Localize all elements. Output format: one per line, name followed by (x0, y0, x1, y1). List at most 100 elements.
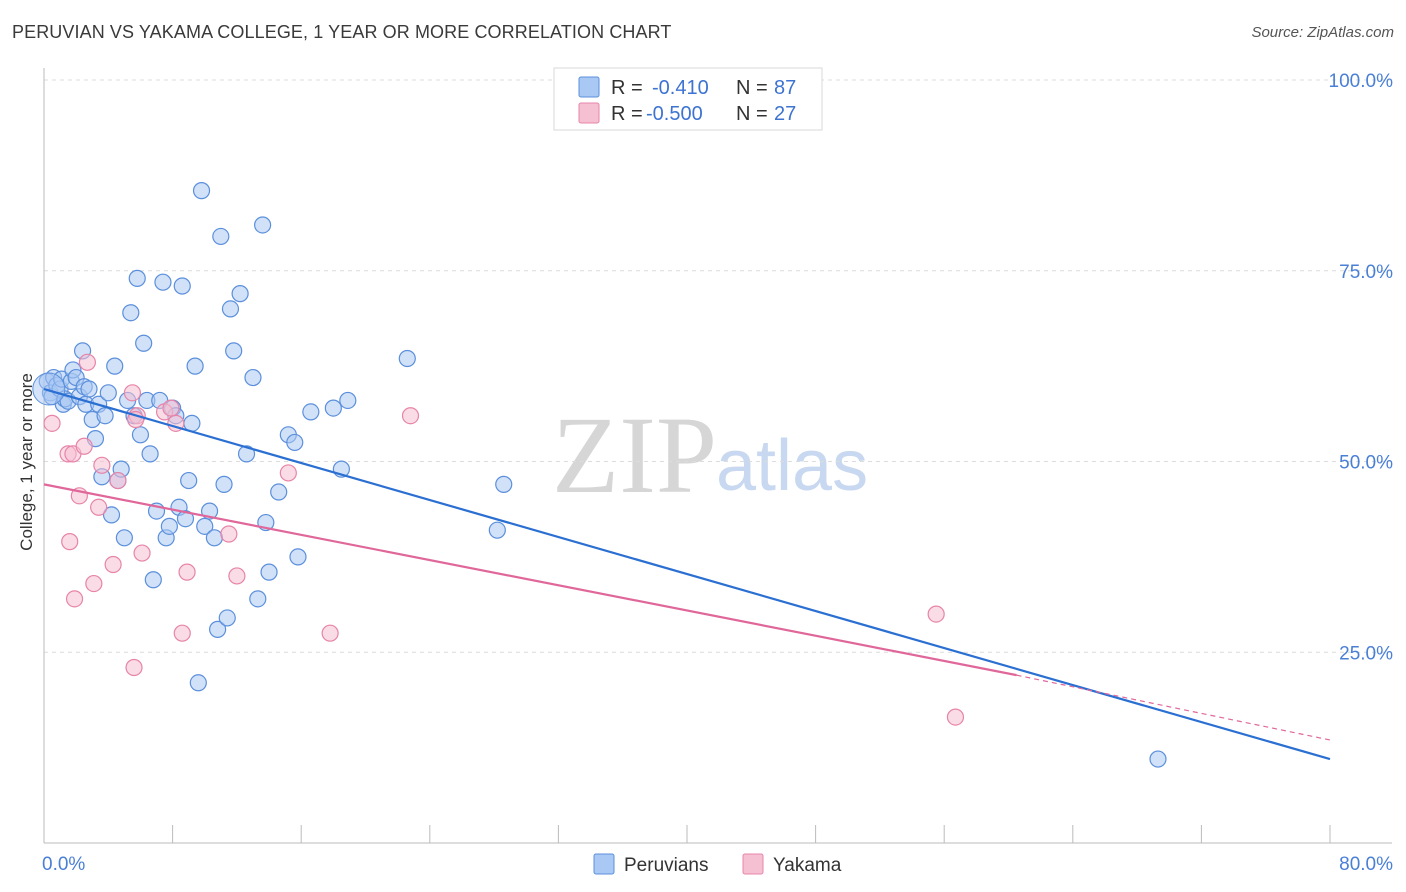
legend-n-value-yakama: 27 (774, 103, 796, 125)
data-point-peruvians (189, 674, 207, 692)
data-point-yakama (401, 407, 420, 425)
bottom-legend-swatch-yakama (742, 853, 764, 875)
bottom-legend: Peruvians Yakama (593, 853, 842, 876)
data-points (32, 182, 1167, 768)
trend-line-peruvians (43, 387, 1331, 761)
legend-r-label-peruvians: R = (611, 77, 643, 99)
data-point-peruvians (122, 304, 140, 322)
data-point-peruvians (218, 609, 236, 627)
data-point-peruvians (154, 273, 172, 291)
trend-line-yakama (43, 483, 1017, 677)
data-point-yakama (946, 708, 965, 726)
data-point-peruvians (302, 403, 320, 421)
data-point-peruvians (495, 475, 513, 493)
data-point-peruvians (221, 300, 240, 318)
data-point-peruvians (128, 269, 146, 287)
data-point-yakama (321, 624, 339, 642)
data-point-peruvians (102, 506, 121, 524)
data-point-peruvians (205, 529, 223, 547)
watermark-zip: ZIP (552, 394, 717, 516)
data-point-peruvians (106, 357, 124, 375)
y-tick-labels: 25.0% 50.0% 75.0% 100.0% (1329, 71, 1394, 664)
data-point-peruvians (80, 380, 98, 398)
data-point-peruvians (141, 445, 159, 463)
y-tick-label: 50.0% (1339, 453, 1393, 474)
legend-r-label-yakama: R = (611, 103, 643, 125)
data-point-yakama (85, 574, 103, 593)
data-point-peruvians (99, 384, 117, 402)
y-tick-label: 100.0% (1329, 71, 1394, 92)
legend-n-value-peruvians: 87 (774, 77, 796, 99)
y-tick-label: 75.0% (1339, 262, 1393, 283)
gridlines (44, 79, 1392, 653)
data-point-peruvians (96, 407, 114, 425)
data-point-peruvians (209, 620, 227, 638)
trend-line-yakama-extension (1016, 674, 1331, 741)
data-point-yakama (279, 464, 297, 482)
data-point-peruvians (254, 216, 272, 234)
data-point-yakama (123, 384, 142, 402)
data-point-peruvians (270, 483, 288, 501)
data-point-peruvians (225, 342, 243, 360)
data-point-peruvians (339, 391, 357, 410)
bottom-legend-label-yakama: Yakama (773, 855, 842, 876)
data-point-yakama (228, 567, 246, 585)
x-tick-label: 0.0% (42, 854, 85, 875)
source-credit: Source: ZipAtlas.com (1251, 24, 1394, 41)
data-point-peruvians (131, 426, 150, 444)
data-point-peruvians (324, 399, 342, 417)
data-point-peruvians (488, 521, 506, 539)
data-point-peruvians (196, 517, 214, 535)
data-point-peruvians (115, 529, 133, 547)
data-point-peruvians (398, 349, 416, 368)
trend-lines (43, 387, 1331, 761)
data-point-yakama (133, 544, 151, 562)
bottom-legend-label-peruvians: Peruvians (624, 855, 709, 876)
data-point-peruvians (286, 433, 304, 452)
legend-r-value-yakama: -0.500 (646, 103, 703, 125)
chart-title: PERUVIAN VS YAKAMA COLLEGE, 1 YEAR OR MO… (12, 22, 672, 42)
data-point-peruvians (1149, 750, 1167, 768)
data-point-peruvians (212, 227, 230, 246)
legend-swatch-peruvians (578, 76, 600, 98)
data-point-peruvians (180, 471, 198, 490)
y-tick-label: 25.0% (1339, 643, 1393, 664)
legend-swatch-yakama (578, 102, 600, 124)
data-point-yakama (220, 525, 238, 543)
data-point-yakama (61, 533, 79, 551)
data-point-yakama (65, 590, 84, 608)
data-point-peruvians (144, 571, 162, 589)
y-axis-label: College, 1 year or more (17, 373, 36, 551)
data-point-yakama (93, 456, 111, 474)
axes (43, 68, 1392, 844)
x-tick-label: 80.0% (1339, 854, 1393, 875)
data-point-peruvians (260, 563, 278, 581)
data-point-yakama (90, 498, 108, 516)
data-point-peruvians (215, 475, 233, 493)
data-point-peruvians (249, 590, 267, 608)
data-point-yakama (927, 605, 945, 623)
data-point-peruvians (176, 510, 195, 528)
x-tick-labels: 0.0% 80.0% (42, 854, 1393, 875)
data-point-yakama (104, 555, 122, 574)
legend: R = -0.410 N = 87 R = -0.500 N = 27 (553, 67, 823, 131)
legend-r-value-peruvians: -0.410 (652, 77, 709, 99)
data-point-peruvians (192, 182, 211, 200)
data-point-yakama (43, 414, 61, 432)
data-point-peruvians (231, 285, 249, 303)
watermark-atlas: atlas (716, 426, 868, 506)
data-point-peruvians (135, 334, 153, 352)
legend-n-label-peruvians: N = (736, 77, 768, 99)
data-point-peruvians (289, 548, 307, 566)
data-point-yakama (173, 624, 191, 642)
data-point-yakama (78, 353, 97, 371)
data-point-peruvians (244, 368, 262, 387)
data-point-peruvians (186, 357, 204, 375)
data-point-yakama (178, 563, 196, 581)
data-point-yakama (109, 471, 127, 490)
data-point-peruvians (160, 517, 178, 535)
bottom-legend-swatch-peruvians (593, 853, 615, 875)
legend-n-label-yakama: N = (736, 103, 768, 125)
data-point-peruvians-cluster (32, 372, 66, 406)
